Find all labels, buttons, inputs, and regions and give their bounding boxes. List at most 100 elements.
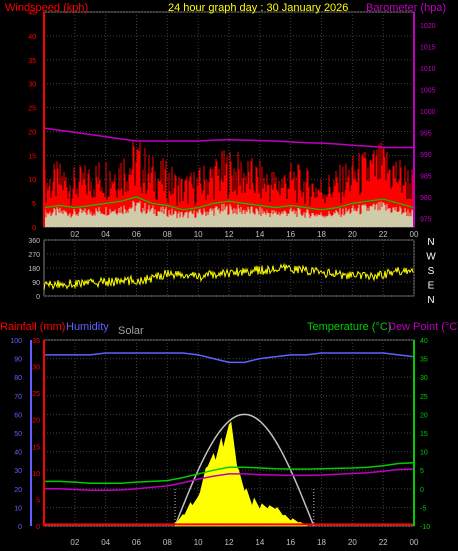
wind-panel-y-labels: 0510152025303540459759809859909951000100… [28,10,435,232]
windspeed-tick-label: 25 [28,106,36,113]
temperature-tick-label: 40 [420,338,428,345]
x-tick-label: 08 [163,230,172,239]
x-tick-label: 22 [379,230,388,239]
climate-panel-lines [44,352,415,526]
humidity-tick-label: 60 [14,412,22,419]
windspeed-label: Windspeed (kph) [5,2,88,14]
compass-label: S [428,266,435,277]
x-tick-label: 14 [255,538,264,547]
graph-title: 24 hour graph day : 30 January 2026 [168,2,348,14]
humidity-tick-label: 70 [14,394,22,401]
temperature-tick-label: 15 [420,431,428,438]
x-tick-label: 12 [225,538,234,547]
windspeed-tick-label: 45 [28,10,36,17]
x-tick-label: 12 [225,230,234,239]
direction-tick-label: 90 [32,280,40,287]
barometer-tick-label: 1005 [420,87,436,94]
temperature-line [44,462,415,484]
windspeed-tick-label: 30 [28,82,36,89]
x-tick-label: 20 [348,538,357,547]
rainfall-tick-label: 15 [32,444,40,451]
direction-panel-lines [43,262,414,290]
barometer-tick-label: 975 [420,216,432,223]
humidity-tick-label: 0 [18,524,22,531]
humidity-tick-label: 80 [14,375,22,382]
windspeed-tick-label: 20 [28,129,36,136]
x-tick-label: 04 [101,230,110,239]
climate-panel-grid [44,339,415,527]
solar-area [174,413,315,527]
x-tick-label: 10 [194,230,203,239]
temperature-tick-label: 20 [420,412,428,419]
x-tick-label: 06 [132,230,141,239]
x-tick-label: 14 [255,230,264,239]
humidity-tick-label: 20 [14,487,22,494]
compass-label: E [428,281,435,292]
rainfall-tick-label: 10 [32,471,40,478]
x-tick-label: 04 [101,538,110,547]
barometer-tick-label: 980 [420,195,432,202]
rainfall-label: Rainfall (mm) [0,321,65,333]
x-tick-label: 22 [379,538,388,547]
x-tick-label: 10 [194,538,203,547]
humidity-tick-label: 40 [14,450,22,457]
x-tick-label: 02 [70,230,79,239]
direction-panel-y-labels: 0 90 180 270 360 [28,238,40,301]
humidity-tick-label: 100 [10,338,22,345]
windspeed-tick-label: 10 [28,177,36,184]
windspeed-tick-label: 5 [32,201,36,208]
barometer-tick-label: 1015 [420,44,436,51]
x-tick-label: 06 [132,538,141,547]
compass-label: N [427,237,434,248]
windspeed-tick-label: 0 [32,225,36,232]
barometer-tick-label: 990 [420,152,432,159]
climate-panel-x-labels: 02 04 06 08 10 12 14 16 18 20 22 00 [70,538,419,547]
temperature-tick-label: -10 [420,524,430,531]
windspeed-tick-label: 40 [28,34,36,41]
temperature-tick-label: 25 [420,394,428,401]
x-tick-label: 18 [317,538,326,547]
barometer-tick-label: 1010 [420,66,436,73]
compass-label: N [427,295,434,306]
x-tick-label: 02 [70,538,79,547]
barometer-tick-label: 1020 [420,23,436,30]
direction-tick-label: 360 [28,238,40,245]
humidity-tick-label: 10 [14,505,22,512]
temperature-tick-label: 30 [420,375,428,382]
humidity-tick-label: 50 [14,431,22,438]
solar-label: Solar [118,325,144,337]
direction-tick-label: 0 [36,294,40,301]
wind-panel-x-labels: 02 04 06 08 10 12 14 16 18 20 22 00 [70,230,419,239]
wind-panel-bars [43,140,414,227]
rainfall-tick-label: 30 [32,365,40,372]
wind-panel-lines [43,127,415,211]
rainfall-tick-label: 25 [32,391,40,398]
direction-line [43,262,414,290]
solar-max-curve [174,413,315,527]
barometer-label: Barometer (hpa) [366,2,446,14]
compass-label: W [426,252,436,263]
humidity-tick-label: 30 [14,468,22,475]
dewpoint-label: Dew Point (°C) [388,321,458,333]
x-tick-label: 16 [286,538,295,547]
climate-panel-y-labels: 010203040506070809010005101520253035-10-… [10,338,430,531]
solar-area-path [174,421,309,527]
x-tick-label: 18 [317,230,326,239]
rainfall-tick-label: 20 [32,418,40,425]
x-tick-label: 16 [286,230,295,239]
barometer-tick-label: 995 [420,130,432,137]
rainfall-tick-label: 5 [36,497,40,504]
dewpoint-line [44,468,415,492]
rainfall-tick-label: 0 [36,524,40,531]
rainfall-tick-label: 35 [32,338,40,345]
windspeed-tick-label: 35 [28,58,36,65]
humidity-label: Humidity [66,321,109,333]
x-tick-label: 00 [410,230,419,239]
barometer-tick-label: 985 [420,173,432,180]
temperature-tick-label: 35 [420,357,428,364]
x-tick-label: 00 [410,538,419,547]
humidity-line [44,352,415,364]
x-tick-label: 08 [163,538,172,547]
